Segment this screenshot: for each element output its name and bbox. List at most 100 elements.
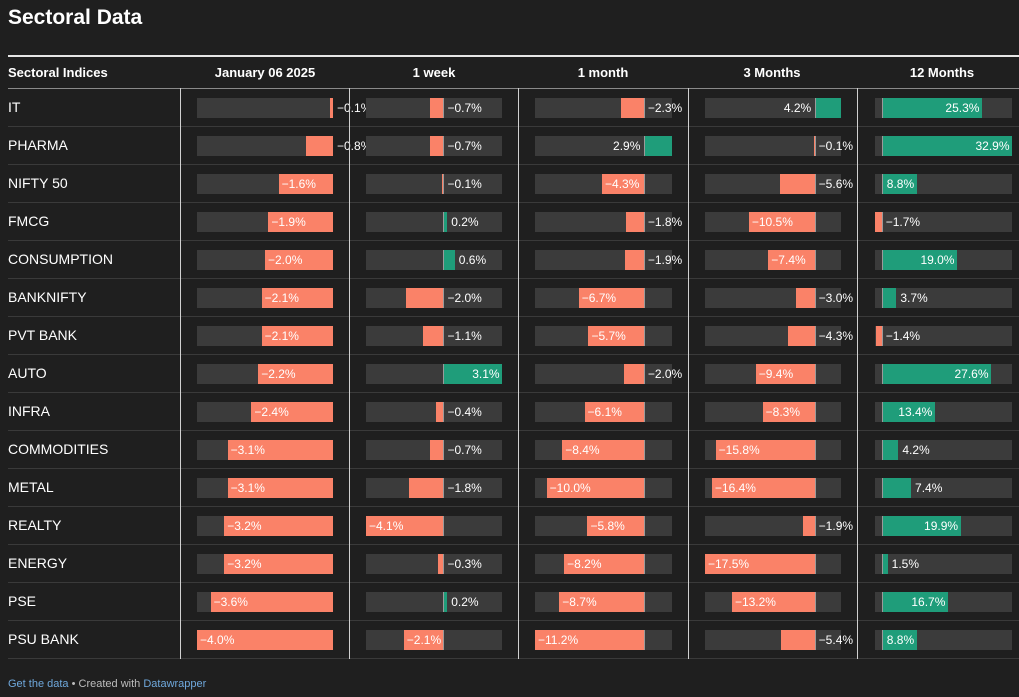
sector-name: IT [8, 99, 21, 115]
value-bar [435, 402, 444, 422]
value-label: 16.7% [911, 595, 946, 609]
table-row: REALTY −3.2% −4.1% −5.8% −1.9% 19.9% [0, 507, 1019, 545]
value-label: −7.4% [771, 253, 806, 267]
zero-line [643, 174, 645, 194]
value-label: 32.9% [975, 139, 1010, 153]
zero-line [814, 212, 816, 232]
value-label: −2.0% [647, 367, 683, 381]
bar-track: −5.7% [535, 326, 672, 346]
sector-name: PSU BANK [8, 631, 79, 647]
value-label: −1.9% [271, 215, 306, 229]
bar-track: 4.2% [705, 98, 841, 118]
value-label: −5.8% [590, 519, 625, 533]
value-label: −0.7% [447, 443, 482, 457]
value-bar [441, 174, 444, 194]
value-bar [881, 364, 991, 384]
value-label: 4.2% [902, 443, 930, 457]
bar-track: −2.1% [366, 630, 502, 650]
title-rule [8, 55, 1019, 57]
bar-track: −0.4% [366, 402, 502, 422]
value-bar [705, 554, 815, 574]
value-bar [278, 174, 333, 194]
value-label: −0.1% [818, 139, 854, 153]
header-rule [8, 88, 1019, 89]
column-separator [180, 88, 181, 659]
value-bar [443, 592, 448, 612]
bar-track: −10.5% [705, 212, 841, 232]
zero-line [443, 554, 445, 574]
row-divider [8, 164, 1019, 165]
value-label: −1.4% [885, 329, 921, 343]
value-label: −6.7% [581, 291, 617, 305]
value-bar [587, 516, 644, 536]
datawrapper-link[interactable]: Datawrapper [143, 678, 207, 690]
bar-track: −8.7% [535, 592, 672, 612]
bar-track: 19.9% [875, 516, 1012, 536]
sector-name: CONSUMPTION [8, 251, 113, 267]
zero-line [814, 326, 816, 346]
row-divider [8, 354, 1019, 355]
zero-line [814, 440, 816, 460]
value-label: −13.2% [734, 595, 776, 609]
header-col-4: 12 Months [909, 65, 975, 80]
value-bar [731, 592, 815, 612]
header-col-0: January 06 2025 [214, 65, 316, 80]
sector-name: NIFTY 50 [8, 175, 68, 191]
zero-line [443, 402, 445, 422]
bar-track: −17.5% [705, 554, 841, 574]
zero-line [814, 516, 816, 536]
get-data-link[interactable]: Get the data [8, 678, 69, 690]
footer-created-with: • Created with [68, 678, 144, 690]
value-label: 1.5% [891, 557, 920, 571]
value-bar [780, 630, 815, 650]
bar-track: 1.5% [875, 554, 1012, 574]
value-label: −1.1% [447, 329, 482, 343]
value-label: −11.2% [538, 633, 579, 647]
zero-line [814, 402, 816, 422]
zero-line [643, 288, 645, 308]
sector-name: AUTO [8, 365, 47, 381]
value-bar [422, 326, 444, 346]
row-divider [8, 430, 1019, 431]
column-separator [518, 88, 519, 659]
value-bar [443, 250, 455, 270]
value-label: −6.1% [587, 405, 622, 419]
zero-line [443, 136, 445, 156]
zero-line [443, 250, 445, 270]
value-bar [779, 174, 815, 194]
value-label: −2.1% [264, 329, 299, 343]
value-bar [265, 250, 333, 270]
value-label: −3.1% [230, 481, 265, 495]
zero-line [443, 440, 445, 460]
value-bar [403, 630, 444, 650]
zero-line [643, 478, 645, 498]
zero-line [881, 250, 883, 270]
value-label: −16.4% [714, 481, 756, 495]
value-bar [268, 212, 333, 232]
sector-name: INFRA [8, 403, 50, 419]
zero-line [881, 212, 883, 232]
bar-track: −5.4% [705, 630, 853, 650]
column-separator [857, 88, 858, 659]
bar-track: 4.2% [875, 440, 1012, 460]
bar-track: −8.3% [705, 402, 841, 422]
value-bar [881, 402, 935, 422]
bar-track: −8.4% [535, 440, 672, 460]
bar-track: −1.6% [197, 174, 333, 194]
bar-track: −2.2% [197, 364, 333, 384]
value-bar [443, 212, 448, 232]
value-bar [197, 630, 333, 650]
zero-line [443, 174, 445, 194]
value-label: −15.8% [718, 443, 760, 457]
column-separator [688, 88, 689, 659]
value-bar [881, 554, 888, 574]
value-bar [624, 364, 644, 384]
table-row: INFRA −2.4% −0.4% −6.1% −8.3% 13.4% [0, 393, 1019, 431]
bar-track: −4.1% [366, 516, 502, 536]
bar-track: −1.4% [875, 326, 1012, 346]
bar-track: −0.1% [705, 136, 853, 156]
bar-track: −1.9% [705, 516, 853, 536]
value-label: −3.6% [213, 595, 248, 609]
value-bar [802, 516, 815, 536]
row-divider [8, 582, 1019, 583]
